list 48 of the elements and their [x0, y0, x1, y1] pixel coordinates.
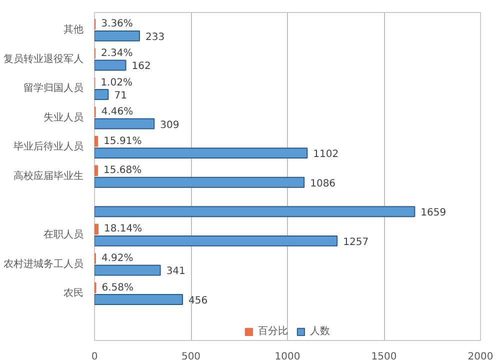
- y-tick-label: 毕业后待业人员: [14, 140, 84, 153]
- x-tick-label: 500: [181, 352, 201, 362]
- x-tick-label: 0: [91, 352, 98, 362]
- data-label: 15.68%: [104, 165, 142, 176]
- data-label: 233: [145, 32, 165, 43]
- data-label: 309: [160, 120, 180, 131]
- bar: [94, 89, 109, 100]
- data-label: 3.36%: [101, 18, 133, 30]
- y-tick-label: 失业人员: [44, 111, 84, 124]
- data-label: 341: [166, 266, 186, 278]
- bar: [94, 235, 338, 246]
- data-label: 1659: [420, 208, 446, 219]
- data-label: 162: [132, 61, 151, 72]
- bar: [94, 30, 140, 42]
- y-tick-label: 在职人员: [44, 228, 84, 241]
- data-label: 4.46%: [101, 106, 134, 118]
- data-label: 1086: [310, 178, 336, 190]
- data-label: 4.92%: [101, 253, 134, 264]
- y-tick-label: 农民: [64, 288, 84, 300]
- x-tick-label: 1000: [274, 352, 300, 362]
- y-tick-label: 留学归国人员: [24, 82, 84, 94]
- legend-label: 百分比: [258, 324, 288, 338]
- bar: [94, 165, 98, 176]
- data-label: 2.34%: [100, 48, 133, 59]
- data-label: 1257: [343, 236, 369, 248]
- bar: [94, 176, 305, 188]
- y-tick-label: 农村进城务工人员: [4, 258, 84, 270]
- bar: [94, 224, 98, 235]
- bar: [94, 136, 98, 147]
- data-label: 1102: [313, 149, 339, 160]
- bar: [94, 294, 184, 305]
- x-tick-label: 2000: [468, 352, 494, 362]
- bar: [94, 60, 126, 71]
- bar: [94, 206, 416, 218]
- x-tick-label: 1500: [371, 352, 397, 362]
- bar: [94, 148, 308, 159]
- y-tick-label: 复员转业退役军人: [4, 52, 84, 65]
- bar: [94, 264, 161, 276]
- y-tick-label: 其他: [64, 24, 84, 36]
- data-label: 71: [114, 90, 127, 102]
- legend-label: 人数: [310, 325, 330, 338]
- data-label: 15.91%: [104, 136, 142, 147]
- data-label: 1.02%: [100, 77, 132, 88]
- bar: [94, 118, 155, 130]
- data-label: 6.58%: [102, 282, 134, 294]
- data-label: 18.14%: [104, 224, 142, 235]
- y-tick-label: 高校应届毕业生: [14, 170, 84, 182]
- data-label: 456: [188, 296, 208, 306]
